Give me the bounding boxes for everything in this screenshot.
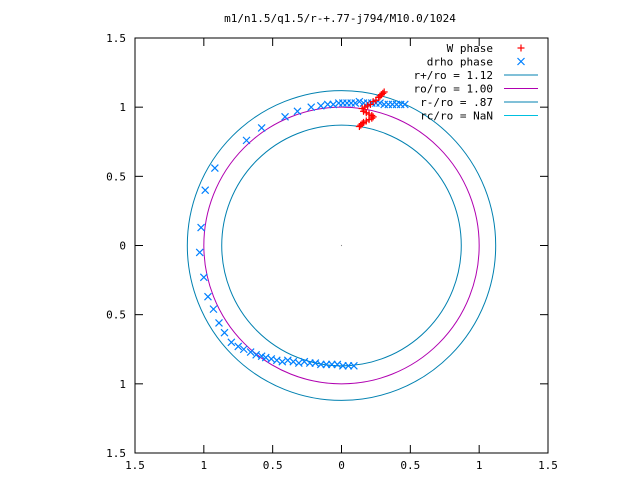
- y-tick-label: 1: [119, 378, 126, 391]
- drho-phase-point: [400, 100, 409, 109]
- marker-stroke: [209, 305, 218, 314]
- y-tick-label: 1.5: [106, 32, 126, 45]
- drho-phase-point: [239, 345, 248, 354]
- marker-stroke: [281, 112, 289, 121]
- y-tick-label: 1.5: [106, 447, 126, 460]
- y-tick-label: 1: [119, 101, 126, 114]
- marker-stroke: [400, 100, 409, 109]
- drho-phase-point: [227, 338, 236, 347]
- drho-phase-point: [195, 248, 204, 257]
- x-tick-label: 1: [201, 459, 208, 472]
- marker-stroke: [257, 123, 266, 132]
- x-tick-label: 0: [338, 459, 345, 472]
- drho-phase-point: [201, 186, 210, 195]
- w-phase-point: [358, 120, 366, 128]
- point-series: [195, 88, 409, 370]
- drho-phase-point: [257, 123, 266, 132]
- w-phase-point: [379, 89, 387, 97]
- marker-stroke: [294, 359, 303, 368]
- drho-phase-point: [517, 57, 525, 66]
- drho-phase-point: [204, 292, 212, 301]
- drho-phase-point: [281, 112, 289, 121]
- w-phase-point: [517, 44, 525, 52]
- x-tick-label: 1.5: [538, 459, 558, 472]
- circle-series: [186, 90, 497, 401]
- drho-phase-point: [197, 223, 206, 232]
- x-tick-label: 0.5: [263, 459, 283, 472]
- drho-phase-point: [215, 319, 223, 327]
- origin-dot: [340, 244, 343, 247]
- y-tick-label: 0.5: [106, 309, 126, 322]
- marker-stroke: [199, 273, 208, 282]
- legend-label: r-/ro = .87: [420, 96, 493, 109]
- marker-stroke: [349, 361, 358, 370]
- drho-phase-point: [220, 328, 229, 337]
- marker-stroke: [210, 164, 219, 172]
- marker-stroke: [329, 100, 338, 109]
- marker-stroke: [293, 107, 302, 116]
- marker-stroke: [376, 99, 384, 107]
- circle-line: [186, 90, 497, 401]
- legend-label: ro/ro = 1.00: [414, 83, 493, 96]
- y-tick-label: 0.5: [106, 170, 126, 183]
- w-phase-point: [369, 113, 377, 121]
- w-phase-point: [380, 88, 388, 96]
- legend-label: drho phase: [427, 56, 493, 69]
- marker-stroke: [316, 101, 325, 110]
- drho-phase-point: [316, 101, 325, 110]
- marker-stroke: [242, 136, 251, 145]
- marker-stroke: [355, 97, 364, 106]
- marker-stroke: [246, 348, 255, 356]
- marker-stroke: [195, 248, 204, 257]
- circle-line: [203, 106, 480, 385]
- marker-stroke: [215, 319, 223, 327]
- marker-stroke: [204, 292, 212, 301]
- drho-phase-point: [349, 361, 358, 370]
- drho-phase-point: [234, 342, 243, 351]
- drho-phase-point: [242, 136, 251, 145]
- marker-stroke: [307, 103, 316, 112]
- drho-phase-point: [209, 305, 218, 314]
- drho-phase-point: [210, 164, 219, 172]
- circle-line: [221, 124, 462, 367]
- drho-phase-point: [293, 107, 302, 116]
- drho-phase-point: [307, 103, 316, 112]
- marker-stroke: [234, 342, 243, 351]
- drho-phase-point: [199, 273, 208, 282]
- y-tick-label: 0: [119, 240, 126, 253]
- x-tick-label: 1.5: [125, 459, 145, 472]
- marker-stroke: [257, 352, 266, 361]
- legend-label: rc/ro = NaN: [420, 110, 493, 123]
- x-tick-label: 1: [476, 459, 483, 472]
- marker-stroke: [278, 357, 287, 366]
- legend-label: r+/ro = 1.12: [414, 69, 493, 82]
- drho-phase-point: [246, 348, 255, 356]
- marker-stroke: [220, 328, 229, 337]
- marker-stroke: [227, 338, 236, 347]
- marker-stroke: [201, 186, 210, 195]
- marker-stroke: [517, 57, 525, 66]
- marker-stroke: [239, 345, 248, 354]
- marker-stroke: [197, 223, 206, 232]
- x-tick-label: 0.5: [400, 459, 420, 472]
- axis-ticks: 1.5 1 0.5 0 0.5 1 1.51.510.500.511.5: [106, 32, 558, 472]
- legend-label: W phase: [447, 42, 493, 55]
- chart-title: m1/n1.5/q1.5/r-+.77-j794/M10.0/1024: [224, 12, 456, 25]
